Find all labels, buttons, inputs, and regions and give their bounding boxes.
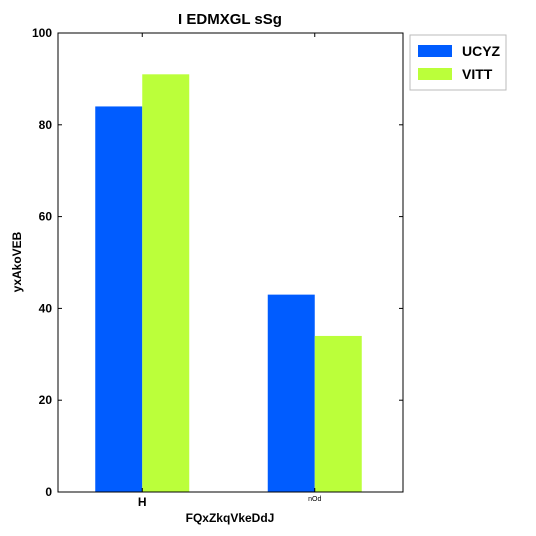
legend: UCYZ VITT (409, 34, 507, 91)
y-tick-label: 60 (39, 210, 53, 224)
legend-swatch-ucyz (418, 45, 452, 57)
y-tick-label: 20 (39, 393, 53, 407)
x-axis-label: FQxZkqVkeDdJ (186, 511, 275, 525)
x-tick-label: nOd (308, 496, 321, 503)
legend-box (409, 34, 507, 91)
y-axis-label: yxAkoVEB (10, 231, 24, 292)
y-tick-label: 100 (32, 26, 52, 40)
y-tick-label: 80 (39, 118, 53, 132)
plot-frame (57, 32, 404, 493)
y-tick-label: 40 (39, 301, 53, 315)
bars-layer (95, 74, 362, 492)
bar-vitt-1 (314, 335, 362, 492)
bar-ucyz-1 (267, 294, 315, 492)
legend-label-vitt: VITT (462, 66, 493, 82)
y-tick-label: 0 (45, 485, 52, 499)
bar-vitt-0 (142, 74, 190, 492)
bar-ucyz-0 (95, 106, 143, 492)
chart-title: I EDMXGL sSg (178, 11, 282, 28)
legend-label-ucyz: UCYZ (462, 43, 501, 59)
legend-swatch-vitt (418, 68, 452, 80)
x-tick-label: H (138, 495, 147, 509)
